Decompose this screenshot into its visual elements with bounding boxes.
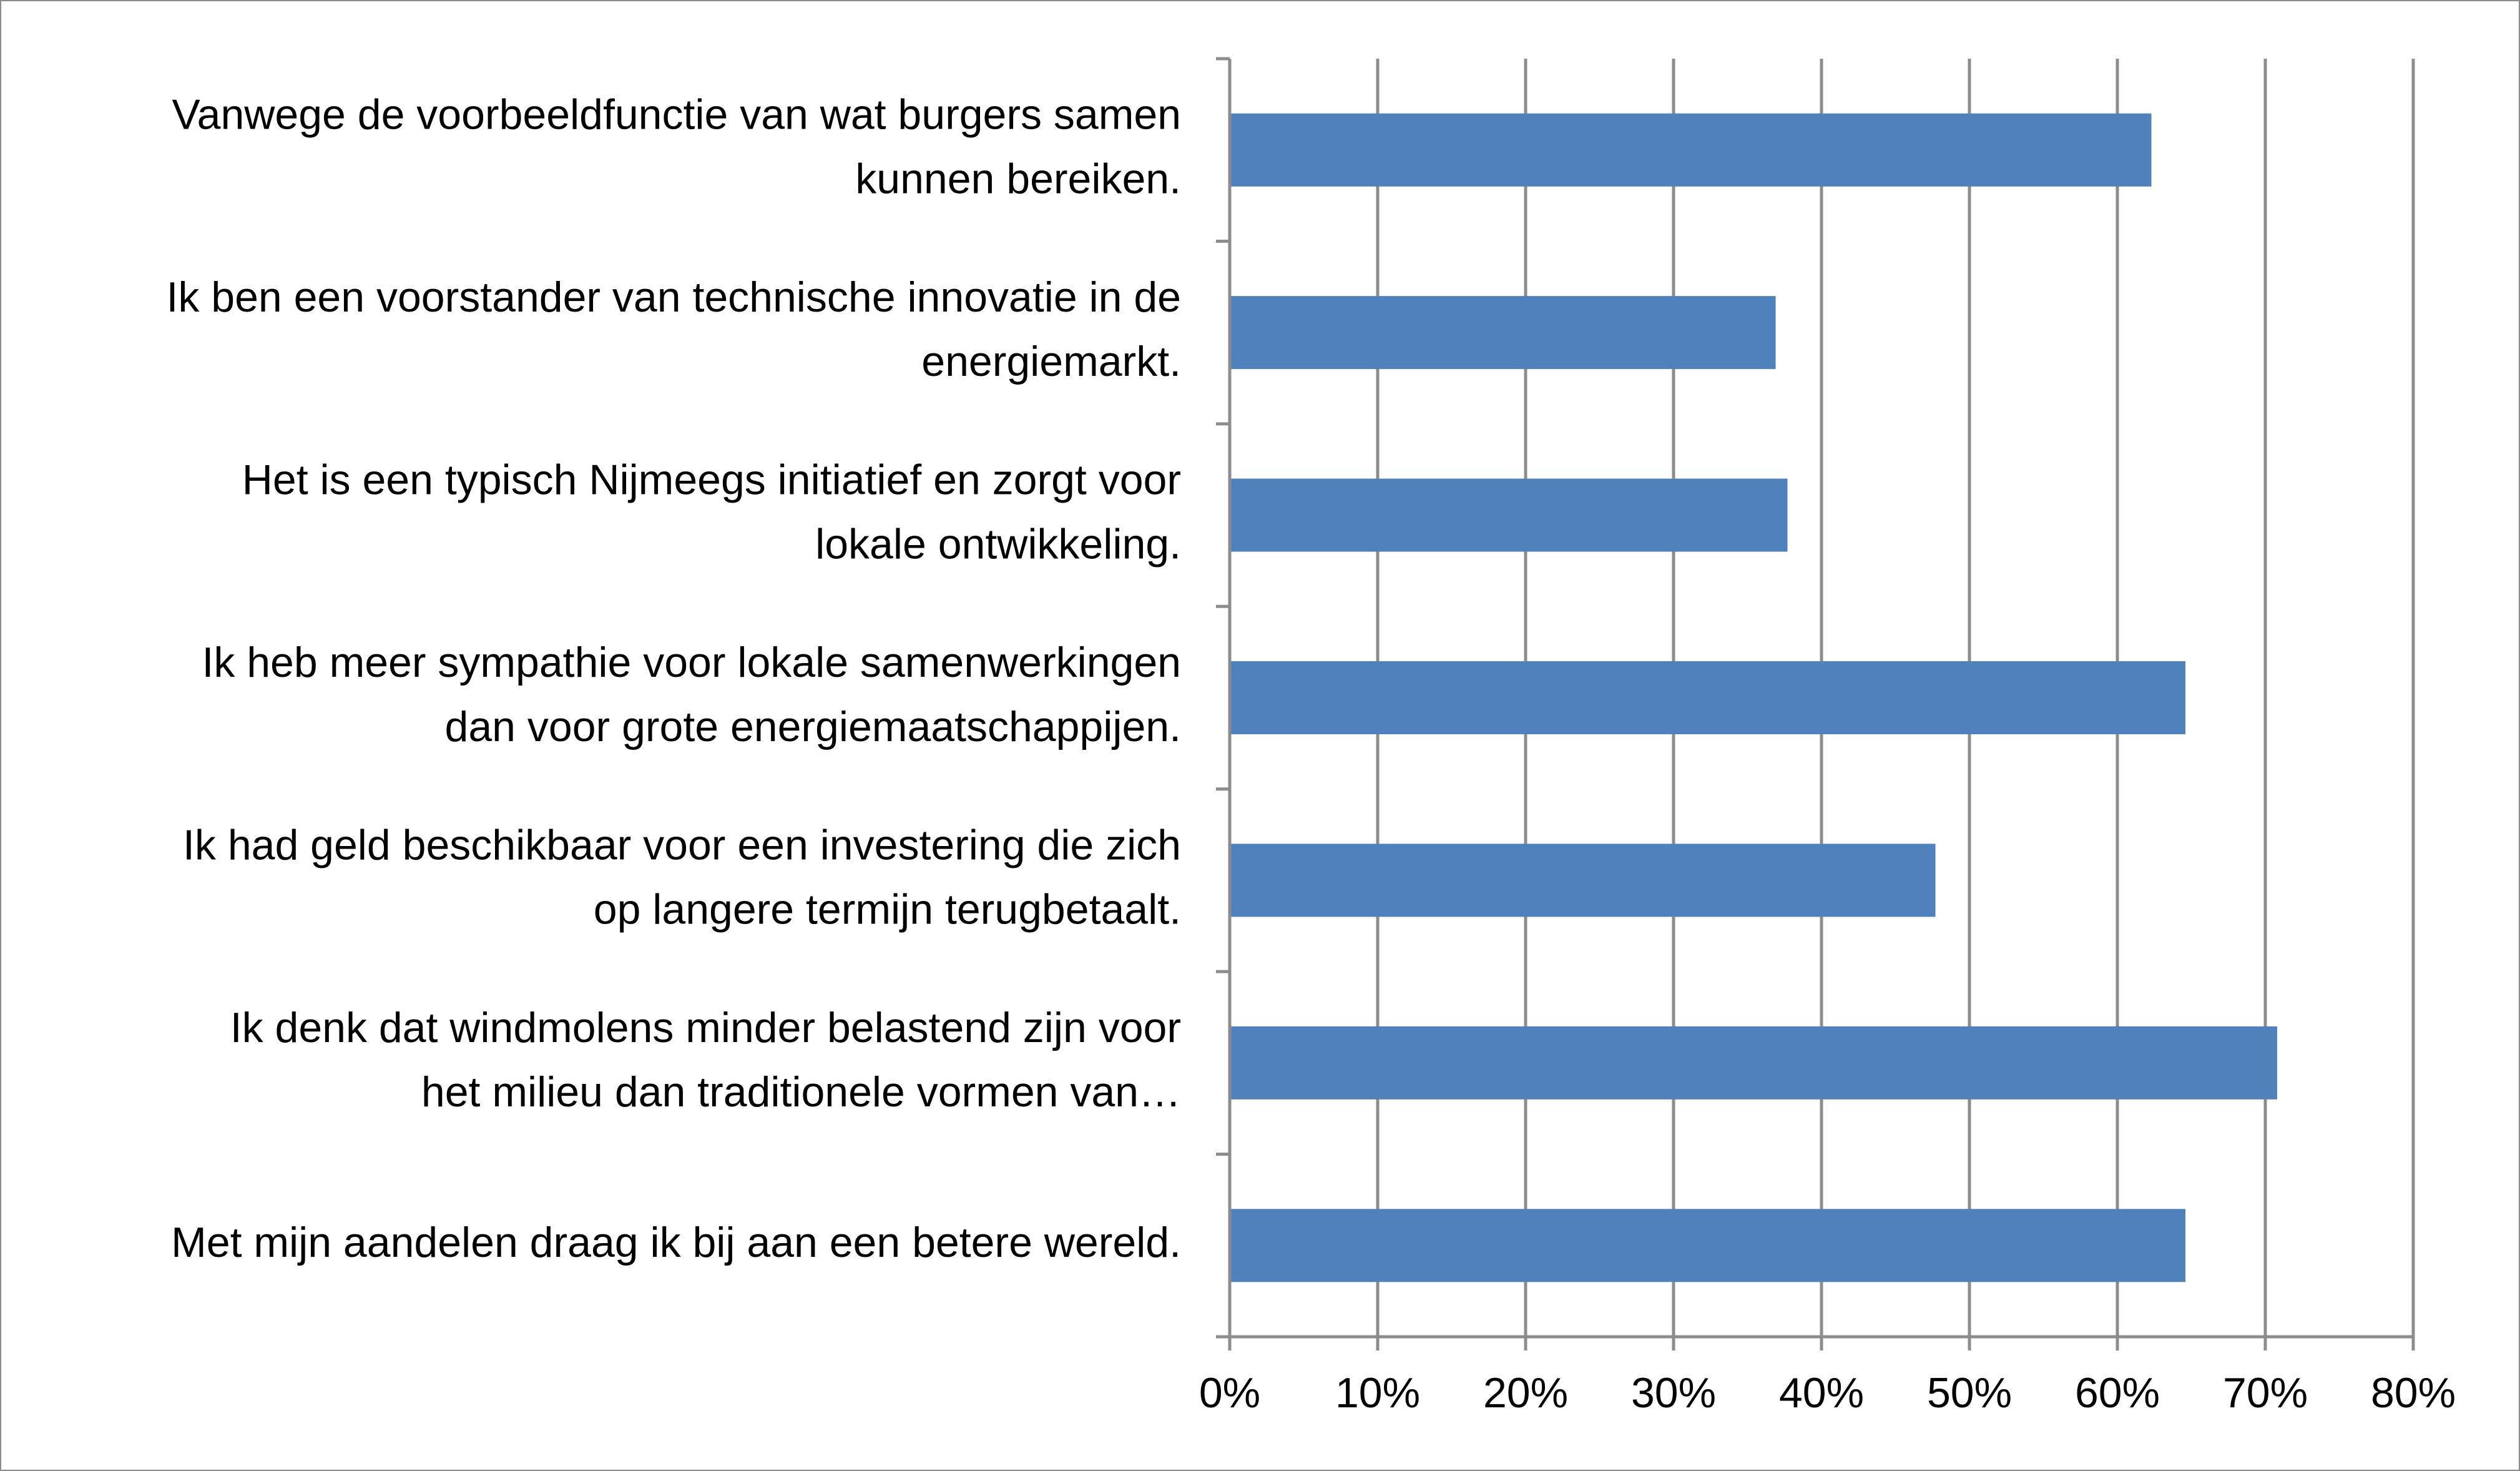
- category-label-6: Ik denk dat windmolens minder belastend …: [230, 1004, 1181, 1116]
- x-tick-label-60: 60%: [2075, 1369, 2160, 1417]
- category-label-line: Vanwege de voorbeeldfunctie van wat burg…: [172, 91, 1181, 139]
- category-label-line: lokale ontwikkeling.: [815, 521, 1181, 568]
- bar-6: [1230, 1026, 2277, 1100]
- x-tick-label-50: 50%: [1927, 1369, 2012, 1417]
- category-label-line: kunnen bereiken.: [855, 155, 1181, 203]
- x-tick-label-10: 10%: [1335, 1369, 1420, 1417]
- x-tick-label-20: 20%: [1483, 1369, 1568, 1417]
- category-label-line: Met mijn aandelen draag ik bij aan een b…: [171, 1219, 1181, 1266]
- category-label-5: Ik had geld beschikbaar voor een investe…: [183, 821, 1181, 933]
- category-label-3: Het is een typisch Nijmeegs initiatief e…: [242, 456, 1181, 568]
- category-label-line: Ik heb meer sympathie voor lokale samenw…: [202, 639, 1181, 686]
- bar-4: [1230, 661, 2186, 734]
- x-tick-label-70: 70%: [2223, 1369, 2308, 1417]
- bar-3: [1230, 478, 1788, 552]
- bar-2: [1230, 296, 1776, 370]
- tick-labels: 0% 10% 20% 30% 40% 50% 60% 70% 80%: [1199, 1369, 2456, 1417]
- category-labels: Vanwege de voorbeeldfunctie van wat burg…: [166, 91, 1181, 1266]
- bar-1: [1230, 113, 2152, 187]
- category-label-line: Het is een typisch Nijmeegs initiatief e…: [242, 456, 1181, 504]
- category-label-7: Met mijn aandelen draag ik bij aan een b…: [171, 1219, 1181, 1266]
- axes: [1216, 57, 2415, 1350]
- category-label-line: Ik denk dat windmolens minder belastend …: [230, 1004, 1181, 1051]
- category-label-1: Vanwege de voorbeeldfunctie van wat burg…: [172, 91, 1181, 203]
- category-label-2: Ik ben een voorstander van technische in…: [166, 273, 1181, 385]
- x-tick-label-80: 80%: [2371, 1369, 2456, 1417]
- x-tick-label-40: 40%: [1779, 1369, 1864, 1417]
- category-label-line: het milieu dan traditionele vormen van…: [421, 1068, 1181, 1116]
- category-label-line: energiemarkt.: [921, 338, 1181, 385]
- category-label-line: op langere termijn terugbetaalt.: [594, 885, 1181, 933]
- bar-7: [1230, 1209, 2186, 1282]
- category-label-line: Ik ben een voorstander van technische in…: [166, 273, 1181, 321]
- category-label-line: dan voor grote energiemaatschappijen.: [445, 703, 1181, 750]
- category-label-4: Ik heb meer sympathie voor lokale samenw…: [202, 639, 1181, 750]
- x-tick-label-30: 30%: [1631, 1369, 1716, 1417]
- x-tick-label-0: 0%: [1199, 1369, 1260, 1417]
- bar-5: [1230, 844, 1936, 917]
- bars: [1230, 113, 2277, 1282]
- category-label-line: Ik had geld beschikbaar voor een investe…: [183, 821, 1181, 868]
